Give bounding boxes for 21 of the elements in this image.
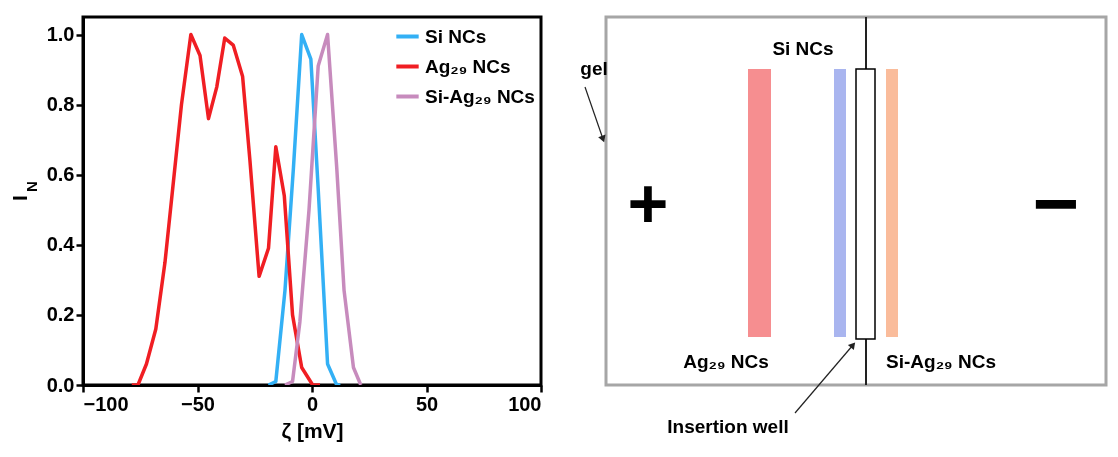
y-tick-label: 0.0: [46, 373, 75, 396]
line-series: [283, 32, 363, 385]
text: Insertion well: [667, 416, 789, 437]
x-tick-label: 100: [508, 392, 542, 415]
line-series: [266, 32, 343, 385]
legend-label: Si NCs: [425, 25, 487, 47]
text: gel: [580, 58, 608, 79]
y-tick-label: 0.6: [46, 163, 75, 186]
y-tick-label: 0.8: [46, 93, 75, 116]
legend-label: Ag₂₉ NCs: [425, 55, 511, 77]
x-tick-label: −50: [181, 392, 215, 415]
x-axis-title: ζ [mV]: [281, 418, 344, 442]
line-series: [130, 32, 322, 385]
y-tick-label: 0.2: [46, 303, 75, 326]
x-tick-label: 50: [415, 392, 439, 415]
legend-label: Si-Ag₂₉ NCs: [425, 85, 535, 107]
y-axis-title: IN: [8, 181, 40, 201]
y-tick-label: 1.0: [46, 23, 75, 46]
x-tick-label: 0: [306, 392, 319, 415]
x-tick-label: −100: [83, 392, 129, 415]
y-tick-label: 0.4: [46, 233, 76, 256]
